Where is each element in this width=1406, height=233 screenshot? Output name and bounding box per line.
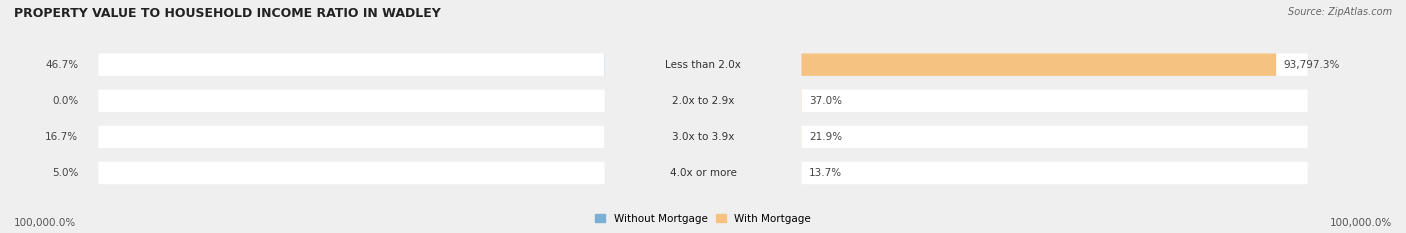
FancyBboxPatch shape bbox=[801, 126, 1308, 148]
Text: 100,000.0%: 100,000.0% bbox=[14, 218, 76, 228]
Text: 21.9%: 21.9% bbox=[808, 132, 842, 142]
Text: 3.0x to 3.9x: 3.0x to 3.9x bbox=[672, 132, 734, 142]
FancyBboxPatch shape bbox=[801, 53, 1308, 76]
Text: 16.7%: 16.7% bbox=[45, 132, 79, 142]
Legend: Without Mortgage, With Mortgage: Without Mortgage, With Mortgage bbox=[591, 209, 815, 228]
FancyBboxPatch shape bbox=[801, 162, 1308, 184]
Text: 13.7%: 13.7% bbox=[808, 168, 842, 178]
FancyBboxPatch shape bbox=[98, 162, 605, 184]
Text: 2.0x to 2.9x: 2.0x to 2.9x bbox=[672, 96, 734, 106]
Text: Less than 2.0x: Less than 2.0x bbox=[665, 60, 741, 70]
Text: PROPERTY VALUE TO HOUSEHOLD INCOME RATIO IN WADLEY: PROPERTY VALUE TO HOUSEHOLD INCOME RATIO… bbox=[14, 7, 441, 20]
Text: 0.0%: 0.0% bbox=[52, 96, 79, 106]
Text: Source: ZipAtlas.com: Source: ZipAtlas.com bbox=[1288, 7, 1392, 17]
Text: 100,000.0%: 100,000.0% bbox=[1330, 218, 1392, 228]
FancyBboxPatch shape bbox=[98, 89, 605, 112]
Text: 4.0x or more: 4.0x or more bbox=[669, 168, 737, 178]
Text: 37.0%: 37.0% bbox=[810, 96, 842, 106]
FancyBboxPatch shape bbox=[801, 53, 1277, 76]
FancyBboxPatch shape bbox=[98, 53, 605, 76]
Text: 46.7%: 46.7% bbox=[45, 60, 79, 70]
Text: 5.0%: 5.0% bbox=[52, 168, 79, 178]
FancyBboxPatch shape bbox=[98, 126, 605, 148]
FancyBboxPatch shape bbox=[801, 89, 1308, 112]
Text: 93,797.3%: 93,797.3% bbox=[1284, 60, 1340, 70]
